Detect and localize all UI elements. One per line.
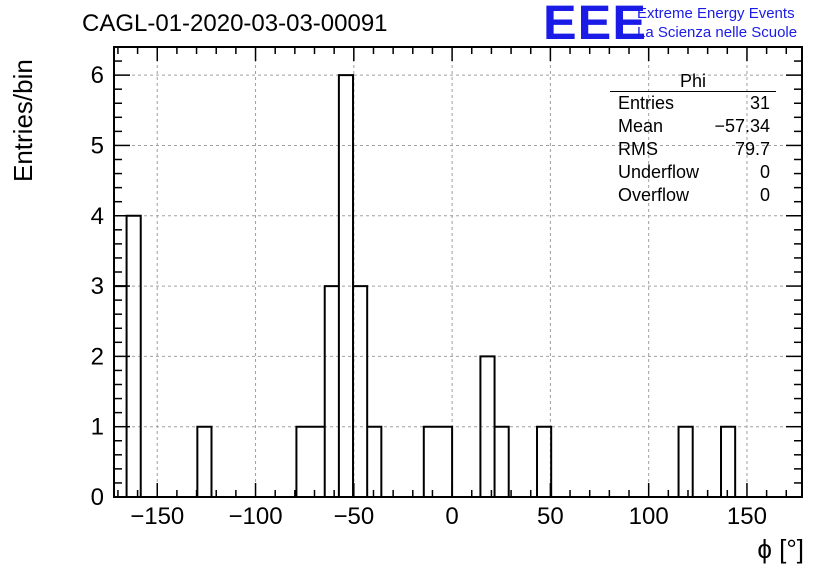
stats-value: 31	[750, 92, 770, 115]
histogram-bin	[495, 427, 509, 497]
stats-label: Entries	[618, 92, 674, 115]
x-tick-label: 100	[629, 503, 669, 530]
histogram-bin	[679, 427, 693, 497]
stats-row-entries: Entries 31	[610, 92, 776, 115]
eee-logo: EEE	[543, 0, 647, 48]
stats-box: Phi Entries 31 Mean −57.34 RMS 79.7 Unde…	[610, 71, 776, 207]
stats-label: RMS	[618, 138, 658, 161]
stats-value: 0	[760, 184, 770, 207]
y-tick-label: 6	[91, 62, 104, 89]
stats-row-underflow: Underflow 0	[610, 161, 776, 184]
logo-line-2: La Scienza nelle Scuole	[637, 23, 797, 42]
y-axis-label: Entries/bin	[8, 59, 39, 182]
histogram-bin	[367, 427, 381, 497]
stats-header: Phi	[610, 71, 776, 92]
histogram-bin	[353, 286, 367, 497]
stats-row-overflow: Overflow 0	[610, 184, 776, 207]
y-tick-label: 0	[91, 484, 104, 511]
stats-label: Underflow	[618, 161, 699, 184]
x-tick-label: −150	[130, 503, 184, 530]
stats-value: −57.34	[714, 115, 770, 138]
histogram-bin	[424, 427, 452, 497]
histogram-bin	[114, 286, 127, 497]
x-tick-label: 50	[537, 503, 564, 530]
y-tick-label: 4	[91, 203, 104, 230]
y-tick-label: 5	[91, 132, 104, 159]
stats-row-mean: Mean −57.34	[610, 115, 776, 138]
histogram-bin	[325, 286, 339, 497]
histogram-bin	[296, 427, 324, 497]
y-tick-label: 1	[91, 414, 104, 441]
histogram-bin	[537, 427, 551, 497]
x-tick-label: −100	[229, 503, 283, 530]
histogram-bin	[197, 427, 211, 497]
stats-label: Mean	[618, 115, 663, 138]
y-tick-label: 3	[91, 273, 104, 300]
histogram-bin	[339, 75, 353, 497]
chart-title: CAGL-01-2020-03-03-00091	[82, 10, 388, 38]
histogram-bin	[480, 356, 494, 497]
logo-line-1: Extreme Energy Events	[637, 4, 797, 23]
stats-row-rms: RMS 79.7	[610, 138, 776, 161]
eee-logo-text: Extreme Energy Events La Scienza nelle S…	[637, 4, 797, 42]
y-tick-label: 2	[91, 343, 104, 370]
x-tick-label: 0	[445, 503, 458, 530]
stats-value: 79.7	[735, 138, 770, 161]
x-tick-label: 150	[727, 503, 767, 530]
stats-value: 0	[760, 161, 770, 184]
stats-label: Overflow	[618, 184, 689, 207]
x-tick-label: −50	[333, 503, 374, 530]
histogram-bin	[721, 427, 735, 497]
x-axis-label: ϕ [°]	[757, 534, 804, 565]
